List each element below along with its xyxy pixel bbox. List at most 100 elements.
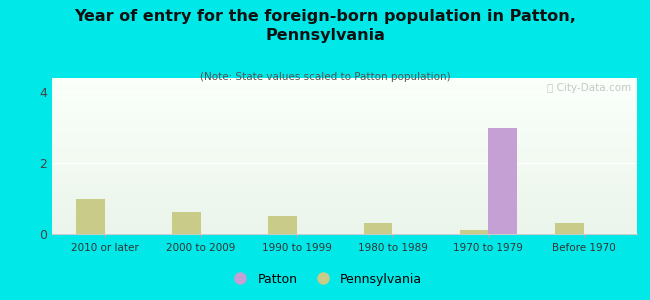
Bar <box>52 139 637 140</box>
Bar <box>52 217 637 218</box>
Bar <box>52 184 637 186</box>
Bar <box>52 86 637 87</box>
Bar <box>52 167 637 169</box>
Bar <box>52 190 637 192</box>
Bar <box>52 84 637 86</box>
Bar <box>52 123 637 125</box>
Bar <box>52 209 637 211</box>
Bar <box>52 231 637 232</box>
Bar <box>52 153 637 154</box>
Bar <box>52 229 637 231</box>
Bar <box>52 198 637 200</box>
Bar <box>52 158 637 159</box>
Bar <box>52 226 637 228</box>
Legend: Patton, Pennsylvania: Patton, Pennsylvania <box>223 268 427 291</box>
Bar <box>52 112 637 114</box>
Bar <box>52 140 637 142</box>
Bar <box>556 223 584 234</box>
Bar <box>52 178 637 179</box>
Bar <box>52 95 637 97</box>
Bar <box>52 195 637 196</box>
Bar <box>52 182 637 184</box>
Bar <box>52 136 637 137</box>
Bar <box>52 187 637 189</box>
Bar <box>52 89 637 91</box>
Bar <box>52 120 637 122</box>
Bar <box>52 200 637 201</box>
Bar <box>52 118 637 120</box>
Bar <box>52 131 637 133</box>
Bar <box>52 221 637 223</box>
Bar <box>52 162 637 164</box>
Bar <box>52 201 637 203</box>
Bar <box>52 104 637 106</box>
Bar <box>52 181 637 182</box>
Bar <box>52 176 637 178</box>
Text: Year of entry for the foreign-born population in Patton,
Pennsylvania: Year of entry for the foreign-born popul… <box>74 9 576 43</box>
Bar <box>52 145 637 147</box>
Bar <box>52 161 637 162</box>
Bar <box>52 179 637 181</box>
Bar <box>52 134 637 136</box>
Bar <box>52 196 637 198</box>
Bar <box>52 173 637 175</box>
Bar <box>52 130 637 131</box>
Bar <box>52 117 637 118</box>
Bar <box>52 83 637 84</box>
Bar <box>52 204 637 206</box>
Bar <box>52 122 637 123</box>
Bar <box>52 111 637 112</box>
Bar <box>52 203 637 204</box>
Bar <box>52 186 637 187</box>
Bar <box>52 114 637 116</box>
Bar <box>52 159 637 161</box>
Bar <box>488 128 517 234</box>
Bar <box>52 206 637 208</box>
Bar <box>52 81 637 83</box>
Bar <box>52 91 637 92</box>
Bar <box>52 92 637 94</box>
Bar <box>52 125 637 126</box>
Bar <box>52 156 637 158</box>
Bar <box>52 170 637 172</box>
Bar <box>52 148 637 150</box>
Bar <box>268 216 296 234</box>
Bar <box>52 225 637 226</box>
Bar <box>52 106 637 108</box>
Bar <box>52 142 637 143</box>
Bar <box>52 147 637 148</box>
Bar <box>52 164 637 165</box>
Bar <box>52 175 637 176</box>
Bar <box>52 169 637 170</box>
Bar <box>460 230 488 234</box>
Bar <box>52 116 637 117</box>
Bar <box>52 103 637 104</box>
Bar <box>76 199 105 234</box>
Bar <box>52 150 637 151</box>
Text: (Note: State values scaled to Patton population): (Note: State values scaled to Patton pop… <box>200 72 450 82</box>
Bar <box>52 218 637 220</box>
Bar <box>52 151 637 153</box>
Bar <box>52 223 637 225</box>
Bar <box>52 228 637 229</box>
Bar <box>52 128 637 130</box>
Bar <box>52 137 637 139</box>
Bar <box>52 133 637 134</box>
Bar <box>52 211 637 212</box>
Bar <box>52 165 637 167</box>
Bar <box>52 192 637 194</box>
Bar <box>52 232 637 234</box>
Bar <box>52 214 637 215</box>
Bar <box>52 208 637 209</box>
Bar <box>52 126 637 128</box>
Bar <box>52 94 637 95</box>
Bar <box>52 220 637 221</box>
Bar <box>52 98 637 100</box>
Bar <box>52 189 637 190</box>
Bar <box>364 223 393 234</box>
Bar <box>52 87 637 89</box>
Bar <box>52 78 637 80</box>
Bar <box>52 143 637 145</box>
Bar <box>172 212 201 234</box>
Bar <box>52 101 637 103</box>
